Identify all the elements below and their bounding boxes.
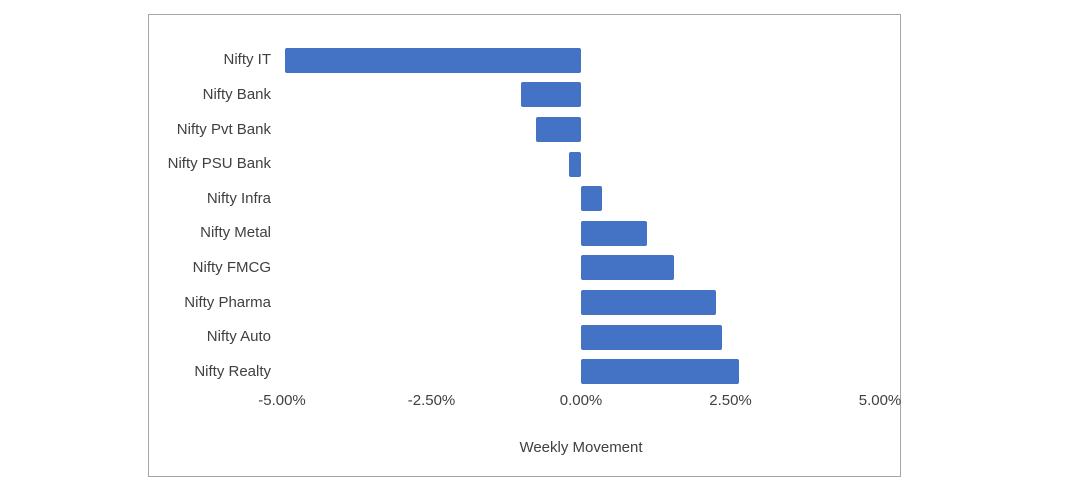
bar-nifty-bank [521, 82, 581, 108]
category-label: Nifty Infra [206, 189, 271, 207]
category-label: Nifty Pvt Bank [176, 120, 271, 138]
bar-nifty-pharma [581, 290, 716, 315]
chart-frame: Nifty IT Nifty Bank Nifty Pvt Bank Nifty PS… [148, 14, 901, 477]
bar-nifty-fmcg [581, 255, 674, 281]
category-label: Nifty PSU Bank [167, 155, 271, 173]
category-label: Nifty Metal [200, 224, 271, 242]
bar-nifty-metal [581, 220, 647, 246]
x-axis-tick-label: 5.00% [858, 392, 902, 409]
category-label: Nifty Realty [194, 362, 271, 380]
category-label: Nifty Bank [202, 85, 271, 103]
bar-nifty-pvt-bank [536, 117, 581, 142]
bar-nifty-infra [581, 186, 602, 212]
category-label: Nifty FMCG [192, 258, 271, 276]
category-label: Nifty Pharma [184, 293, 271, 311]
bar-nifty-psu-bank [569, 151, 581, 177]
x-axis-tick-label: 0.00% [559, 392, 603, 409]
x-axis-title: Weekly Movement [519, 439, 643, 456]
bar-nifty-it [284, 47, 581, 73]
x-axis-tick-label: -5.00% [258, 392, 306, 409]
x-axis-tick-label: 2.50% [709, 392, 752, 409]
x-axis-tick-label: -2.50% [407, 392, 456, 409]
category-label: Nifty Auto [206, 328, 271, 346]
category-label: Nifty IT [223, 51, 272, 69]
bar-nifty-auto [581, 324, 722, 350]
bar-nifty-realty [581, 359, 740, 385]
